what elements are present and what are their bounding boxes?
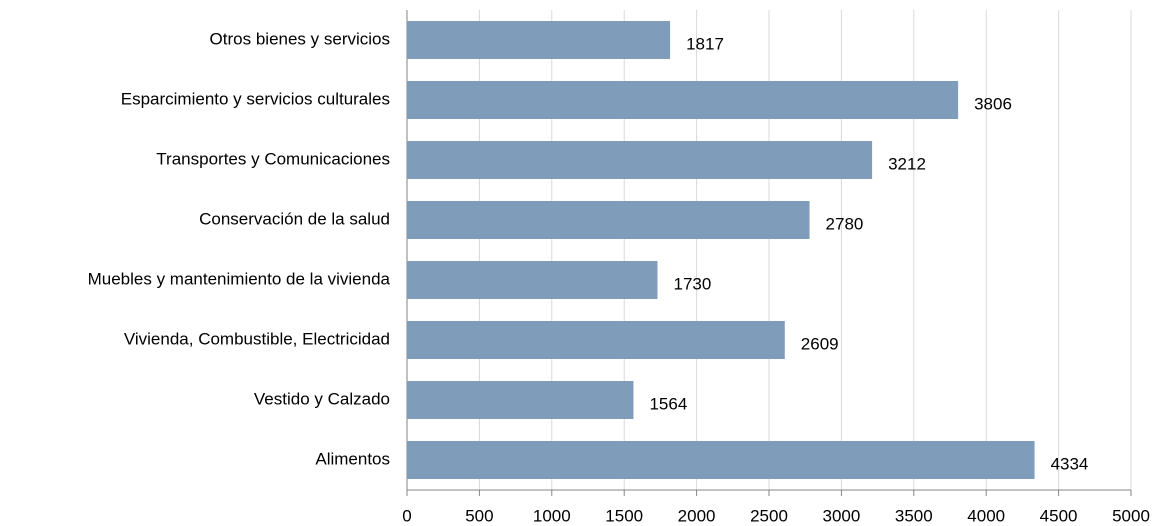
bar xyxy=(407,141,873,179)
y-tick-label: Vestido y Calzado xyxy=(254,389,390,408)
bar xyxy=(407,201,810,239)
value-label: 4334 xyxy=(1051,454,1089,473)
value-label: 1730 xyxy=(674,274,712,293)
value-label: 3212 xyxy=(888,154,926,173)
y-tick-label: Conservación de la salud xyxy=(199,209,390,228)
bar xyxy=(407,261,658,299)
value-label: 1817 xyxy=(686,34,724,53)
bar xyxy=(407,81,959,119)
x-tick-label: 2000 xyxy=(678,506,716,525)
y-tick-label: Transportes y Comunicaciones xyxy=(156,149,390,168)
value-label: 3806 xyxy=(974,94,1012,113)
x-tick-label: 4000 xyxy=(967,506,1005,525)
y-tick-label: Vivienda, Combustible, Electricidad xyxy=(124,329,390,348)
value-label: 2609 xyxy=(801,334,839,353)
y-tick-label: Muebles y mantenimiento de la vivienda xyxy=(88,269,391,288)
y-tick-label: Otros bienes y servicios xyxy=(210,29,390,48)
x-tick-label: 500 xyxy=(465,506,493,525)
bar xyxy=(407,441,1035,479)
x-tick-label: 2500 xyxy=(750,506,788,525)
x-tick-label: 1500 xyxy=(605,506,643,525)
x-tick-label: 5000 xyxy=(1112,506,1150,525)
bar xyxy=(407,321,785,359)
y-tick-label: Alimentos xyxy=(315,449,390,468)
value-label: 2780 xyxy=(826,214,864,233)
x-tick-label: 3000 xyxy=(822,506,860,525)
x-tick-label: 0 xyxy=(402,506,411,525)
bar xyxy=(407,381,634,419)
x-tick-label: 1000 xyxy=(533,506,571,525)
bar xyxy=(407,21,671,59)
y-tick-label: Esparcimiento y servicios culturales xyxy=(121,89,390,108)
value-label: 1564 xyxy=(649,394,687,413)
x-tick-label: 3500 xyxy=(895,506,933,525)
x-tick-label: 4500 xyxy=(1040,506,1078,525)
